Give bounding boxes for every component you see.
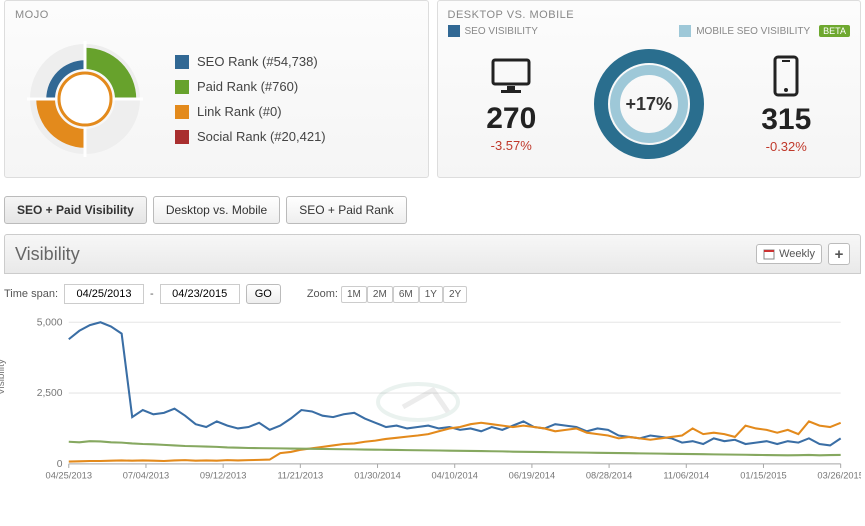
- mojo-legend: SEO Rank (#54,738) Paid Rank (#760) Link R…: [175, 54, 326, 144]
- svg-text:04/25/2013: 04/25/2013: [46, 470, 92, 480]
- legend-item: Paid Rank (#760): [175, 79, 326, 94]
- end-date-input[interactable]: [160, 284, 240, 304]
- legend-item: Link Rank (#0): [175, 104, 326, 119]
- calendar-icon: [763, 248, 775, 260]
- legend-swatch: [175, 55, 189, 69]
- beta-badge: BETA: [819, 25, 850, 37]
- mobile-seo-visibility-label: MOBILE SEO VISIBILITY BETA: [679, 25, 850, 37]
- legend-swatch: [175, 105, 189, 119]
- mobile-change: -0.32%: [741, 139, 831, 154]
- svg-text:01/30/2014: 01/30/2014: [354, 470, 400, 480]
- mojo-donut-chart: [15, 29, 155, 169]
- view-tabs: SEO + Paid VisibilityDesktop vs. MobileS…: [0, 178, 865, 234]
- time-controls: Time span: - GO Zoom: 1M2M6M1Y2Y: [0, 274, 865, 310]
- comparison-ring: +17%: [594, 49, 704, 159]
- visibility-chart: Visibility 0 2,500 5,000 04/25/2013 07/04/20…: [0, 310, 865, 500]
- mobile-icon: [771, 55, 801, 97]
- svg-text:5,000: 5,000: [37, 317, 63, 328]
- legend-item: SEO Rank (#54,738): [175, 54, 326, 69]
- zoom-button[interactable]: 1Y: [419, 286, 443, 303]
- tab[interactable]: SEO + Paid Rank: [286, 196, 406, 224]
- zoom-button[interactable]: 2M: [367, 286, 393, 303]
- legend-swatch: [175, 130, 189, 144]
- svg-text:03/26/2015: 03/26/2015: [817, 470, 861, 480]
- mojo-title: MOJO: [15, 9, 418, 21]
- tab[interactable]: Desktop vs. Mobile: [153, 196, 280, 224]
- desktop-metric: 270 -3.57%: [466, 56, 556, 153]
- seo-visibility-label: SEO VISIBILITY: [448, 25, 538, 37]
- svg-text:11/21/2013: 11/21/2013: [277, 470, 323, 480]
- zoom-button[interactable]: 1M: [341, 286, 367, 303]
- svg-text:06/19/2014: 06/19/2014: [509, 470, 555, 480]
- svg-text:01/15/2015: 01/15/2015: [740, 470, 786, 480]
- dvm-title: DESKTOP VS. MOBILE: [448, 9, 575, 21]
- desktop-value: 270: [466, 102, 556, 136]
- mojo-panel: MOJO SEO Rank (#54,738) Paid Rank (#760) L…: [4, 0, 429, 178]
- legend-item: Social Rank (#20,421): [175, 129, 326, 144]
- timespan-label: Time span:: [4, 288, 58, 300]
- tab[interactable]: SEO + Paid Visibility: [4, 196, 147, 224]
- desktop-vs-mobile-panel: DESKTOP VS. MOBILE SEO VISIBILITY MOBILE…: [437, 0, 862, 178]
- svg-text:08/28/2014: 08/28/2014: [586, 470, 632, 480]
- svg-text:07/04/2013: 07/04/2013: [123, 470, 169, 480]
- weekly-button[interactable]: Weekly: [756, 244, 822, 264]
- svg-text:09/12/2013: 09/12/2013: [200, 470, 246, 480]
- visibility-header: Visibility Weekly +: [4, 234, 861, 274]
- mobile-value: 315: [741, 103, 831, 137]
- start-date-input[interactable]: [64, 284, 144, 304]
- desktop-icon: [489, 56, 533, 96]
- zoom-button[interactable]: 6M: [393, 286, 419, 303]
- expand-button[interactable]: +: [828, 243, 850, 265]
- svg-text:2,500: 2,500: [37, 388, 63, 399]
- svg-text:04/10/2014: 04/10/2014: [431, 470, 477, 480]
- y-axis-label: Visibility: [0, 359, 7, 395]
- visibility-title: Visibility: [15, 244, 80, 265]
- go-button[interactable]: GO: [246, 284, 281, 304]
- zoom-button[interactable]: 2Y: [443, 286, 467, 303]
- svg-text:0: 0: [57, 459, 63, 470]
- legend-swatch: [175, 80, 189, 94]
- desktop-change: -3.57%: [466, 138, 556, 153]
- svg-text:11/06/2014: 11/06/2014: [663, 470, 709, 480]
- mobile-metric: 315 -0.32%: [741, 55, 831, 154]
- zoom-label: Zoom:: [307, 288, 338, 300]
- comparison-percent: +17%: [594, 49, 704, 159]
